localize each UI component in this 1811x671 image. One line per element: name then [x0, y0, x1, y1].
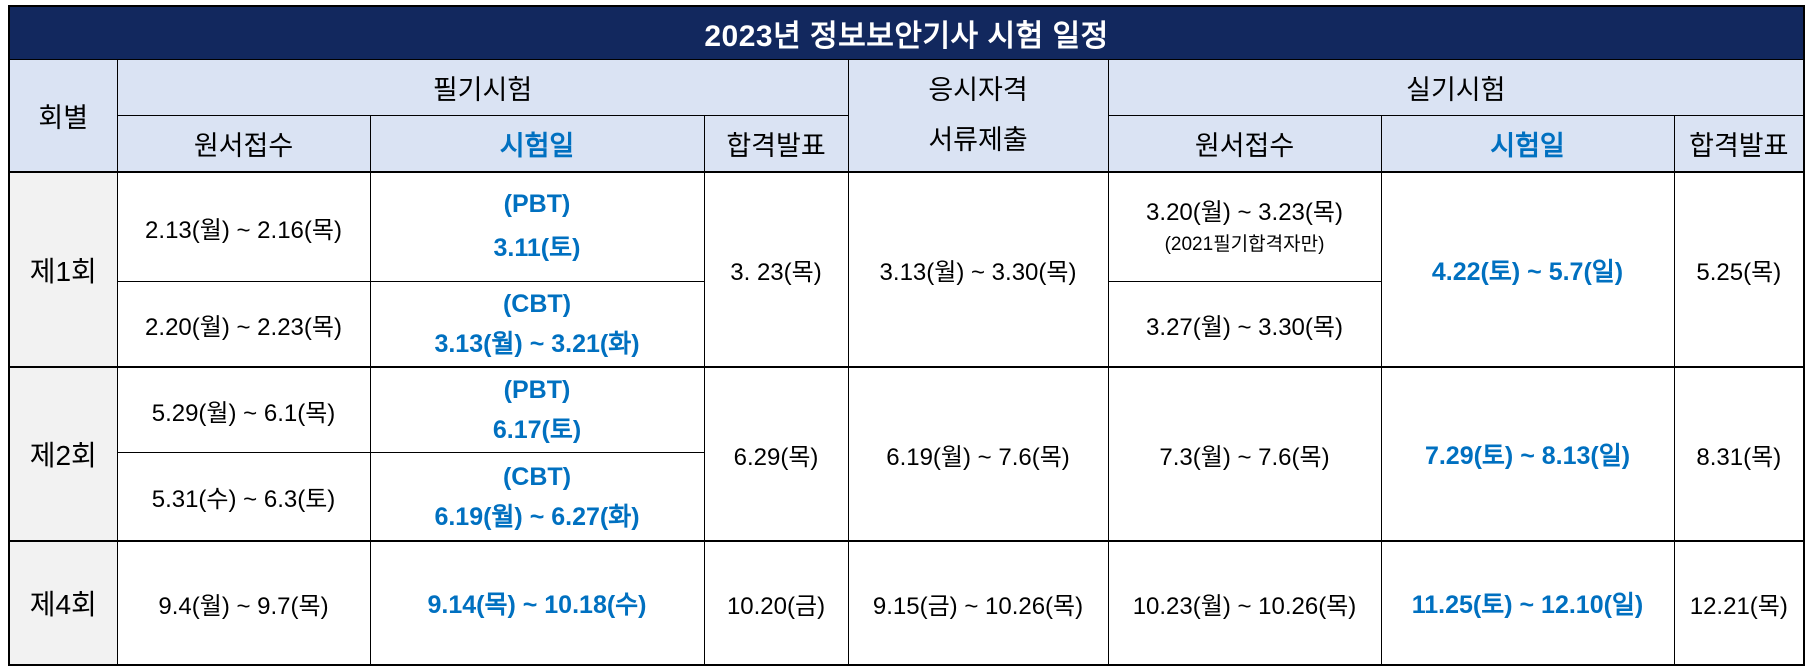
header-qualification-documents: 응시자격 서류제출	[847, 59, 1109, 173]
round4-written-exam: 9.14(목) ~ 10.18(수)	[369, 540, 705, 666]
round1-written-apply-2: 2.20(월) ~ 2.23(목)	[116, 281, 371, 368]
header-written-exam-date: 시험일	[369, 115, 705, 173]
round2-written-exam-cbt: (CBT) 6.19(월) ~ 6.27(화)	[369, 452, 705, 542]
header-row-1: 회별 필기시험 응시자격 서류제출 실기시험	[8, 59, 1805, 173]
row-round4: 제4회 9.4(월) ~ 9.7(목) 9.14(목) ~ 10.18(수) 1…	[8, 540, 1805, 666]
round4-practical-apply: 10.23(월) ~ 10.26(목)	[1107, 540, 1382, 666]
round2-label: 제2회	[8, 366, 118, 542]
round4-practical-result: 12.21(목)	[1673, 540, 1805, 666]
row-round1-a: 제1회 2.13(월) ~ 2.16(목) (PBT) 3.11(토) 3. 2…	[8, 171, 1805, 368]
header-written-result: 합격발표	[703, 115, 849, 173]
round4-practical-exam: 11.25(토) ~ 12.10(일)	[1380, 540, 1675, 666]
round2-written-apply-1: 5.29(월) ~ 6.1(목)	[116, 366, 371, 453]
round1-practical-result: 5.25(목)	[1673, 171, 1805, 368]
round1-written-exam-cbt: (CBT) 3.13(월) ~ 3.21(화)	[369, 281, 705, 368]
header-practical-application: 원서접수	[1107, 115, 1382, 173]
round4-document-submit: 9.15(금) ~ 10.26(목)	[847, 540, 1109, 666]
round2-document-submit: 6.19(월) ~ 7.6(목)	[847, 366, 1109, 542]
round1-written-apply-1: 2.13(월) ~ 2.16(목)	[116, 171, 371, 282]
header-written-section: 필기시험	[116, 59, 849, 116]
round2-written-exam-pbt-date: 6.17(토)	[492, 416, 582, 444]
row-round2-b: 5.31(수) ~ 6.3(토) (CBT) 6.19(월) ~ 6.27(화)	[9, 452, 1804, 542]
round1-written-result: 3. 23(목)	[703, 171, 849, 368]
header-practical-result: 합격발표	[1673, 115, 1805, 173]
round2-practical-result: 8.31(목)	[1673, 366, 1805, 542]
row-round1-b: 2.20(월) ~ 2.23(목) (CBT) 3.13(월) ~ 3.21(화…	[9, 281, 1804, 368]
round2-practical-exam: 7.29(토) ~ 8.13(일)	[1380, 366, 1675, 542]
round1-practical-apply-1-note: (2021필기합격자만)	[1164, 234, 1325, 256]
round1-practical-apply-1-date: 3.20(월) ~ 3.23(목)	[1146, 199, 1343, 227]
round1-written-exam-cbt-date: 3.13(월) ~ 3.21(화)	[434, 330, 640, 358]
round1-written-exam-cbt-label: (CBT)	[502, 290, 572, 318]
round1-document-submit: 3.13(월) ~ 3.30(목)	[847, 171, 1109, 368]
round4-written-apply: 9.4(월) ~ 9.7(목)	[116, 540, 371, 666]
page-title: 2023년 정보보안기사 시험 일정	[8, 5, 1805, 60]
exam-schedule-table: 2023년 정보보안기사 시험 일정 회별 필기시험 응시자격 서류제출 실기시…	[8, 5, 1806, 666]
round1-practical-exam: 4.22(토) ~ 5.7(일)	[1380, 171, 1675, 368]
round1-written-exam-pbt-date: 3.11(토)	[493, 234, 581, 262]
header-round: 회별	[8, 59, 118, 173]
round2-written-result: 6.29(목)	[703, 366, 849, 542]
round1-label: 제1회	[8, 171, 118, 368]
title-row: 2023년 정보보안기사 시험 일정	[8, 5, 1805, 60]
round1-practical-apply-2: 3.27(월) ~ 3.30(목)	[1107, 281, 1382, 368]
round2-written-exam-cbt-date: 6.19(월) ~ 6.27(화)	[434, 502, 640, 531]
round2-written-exam-pbt-label: (PBT)	[503, 376, 571, 404]
round1-practical-apply-1: 3.20(월) ~ 3.23(목) (2021필기합격자만)	[1107, 171, 1382, 282]
round4-written-result: 10.20(금)	[703, 540, 849, 666]
header-row-2: 원서접수 시험일 합격발표 원서접수 시험일 합격발표	[9, 115, 1805, 173]
header-qualification-line1: 응시자격	[928, 74, 1028, 105]
round1-written-exam-pbt-label: (PBT)	[503, 190, 571, 219]
header-practical-exam-date: 시험일	[1380, 115, 1675, 173]
round2-written-apply-2: 5.31(수) ~ 6.3(토)	[116, 452, 371, 542]
round1-written-exam-pbt: (PBT) 3.11(토)	[369, 171, 705, 282]
header-practical-section: 실기시험	[1107, 59, 1805, 116]
round2-written-exam-pbt: (PBT) 6.17(토)	[369, 366, 705, 453]
header-qualification-line2: 서류제출	[928, 124, 1028, 155]
round4-label: 제4회	[8, 540, 118, 666]
round2-practical-apply: 7.3(월) ~ 7.6(목)	[1107, 366, 1382, 542]
round2-written-exam-cbt-label: (CBT)	[502, 462, 572, 491]
header-written-application: 원서접수	[116, 115, 371, 173]
row-round2-a: 제2회 5.29(월) ~ 6.1(목) (PBT) 6.17(토) 6.29(…	[8, 366, 1805, 542]
